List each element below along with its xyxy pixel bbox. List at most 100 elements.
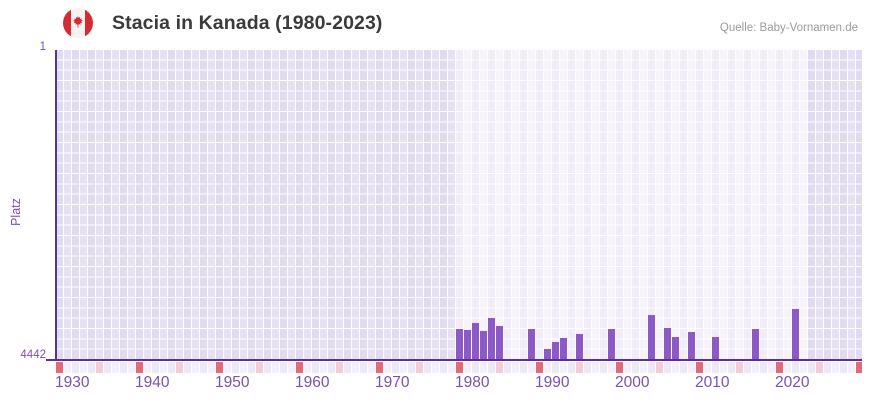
x-tick-cell xyxy=(800,362,807,373)
x-tick-cell xyxy=(512,362,519,373)
bar-1995[interactable] xyxy=(576,334,583,360)
x-tick-cell xyxy=(616,362,623,373)
x-tick-cell xyxy=(640,362,647,373)
bar-2007[interactable] xyxy=(672,337,679,360)
bar-2004[interactable] xyxy=(648,315,655,360)
x-axis-label: 1940 xyxy=(135,374,170,391)
x-tick-cell xyxy=(408,362,415,373)
x-tick-cell xyxy=(568,362,575,373)
bar-1984[interactable] xyxy=(488,318,495,360)
x-tick-cell xyxy=(424,362,431,373)
x-tick-cell xyxy=(336,362,343,373)
bar-1981[interactable] xyxy=(464,330,471,360)
y-axis-line xyxy=(55,50,57,360)
x-tick-cell xyxy=(288,362,295,373)
x-tick-cell xyxy=(544,362,551,373)
bar-1985[interactable] xyxy=(496,326,503,360)
x-tick-cell xyxy=(688,362,695,373)
x-tick-cell xyxy=(816,362,823,373)
x-tick-cell xyxy=(728,362,735,373)
bar-1980[interactable] xyxy=(456,329,463,360)
x-tick-cell xyxy=(664,362,671,373)
x-tick-cell xyxy=(152,362,159,373)
x-tick-cell xyxy=(672,362,679,373)
x-tick-cell xyxy=(680,362,687,373)
x-tick-cell xyxy=(560,362,567,373)
x-tick-cell xyxy=(824,362,831,373)
x-tick-cell xyxy=(760,362,767,373)
bar-1999[interactable] xyxy=(608,329,615,360)
x-tick-cell xyxy=(592,362,599,373)
x-tick-cell xyxy=(272,362,279,373)
x-axis-label: 1990 xyxy=(535,374,570,391)
x-tick-cell xyxy=(464,362,471,373)
maple-leaf-icon xyxy=(73,15,83,28)
x-tick-cell xyxy=(80,362,87,373)
bar-1993[interactable] xyxy=(560,338,567,360)
x-tick-cell xyxy=(136,362,143,373)
bar-2017[interactable] xyxy=(752,329,759,360)
y-axis-tick-top: 1 xyxy=(39,41,46,53)
x-tick-cell xyxy=(496,362,503,373)
x-tick-cell xyxy=(456,362,463,373)
x-axis-label: 1970 xyxy=(375,374,410,391)
x-tick-cell xyxy=(528,362,535,373)
x-tick-cell xyxy=(520,362,527,373)
x-tick-cell xyxy=(176,362,183,373)
bar-2009[interactable] xyxy=(688,332,695,360)
source-credit: Quelle: Baby-Vornamen.de xyxy=(719,22,858,34)
x-tick-cell xyxy=(88,362,95,373)
x-tick-cell xyxy=(720,362,727,373)
x-tick-cell xyxy=(256,362,263,373)
x-tick-cell xyxy=(808,362,815,373)
x-tick-cell xyxy=(472,362,479,373)
x-tick-cell xyxy=(400,362,407,373)
x-tick-cell xyxy=(328,362,335,373)
bar-1982[interactable] xyxy=(472,323,479,360)
x-axis-label: 1980 xyxy=(455,374,490,391)
bar-1992[interactable] xyxy=(552,342,559,360)
flag-red-stripe xyxy=(84,8,93,38)
x-tick-cell xyxy=(584,362,591,373)
x-tick-cell xyxy=(752,362,759,373)
x-axis-label: 2010 xyxy=(695,374,730,391)
bar-2022[interactable] xyxy=(792,309,799,360)
highlight-band xyxy=(456,50,808,360)
x-axis-label: 2000 xyxy=(615,374,650,391)
x-tick-cell xyxy=(104,362,111,373)
bar-1983[interactable] xyxy=(480,331,487,360)
x-tick-cell xyxy=(224,362,231,373)
x-tick-cell xyxy=(832,362,839,373)
bar-2006[interactable] xyxy=(664,328,671,360)
x-tick-cell xyxy=(344,362,351,373)
x-tick-cell xyxy=(392,362,399,373)
x-axis-label: 1960 xyxy=(295,374,330,391)
x-tick-cell xyxy=(240,362,247,373)
x-tick-cell xyxy=(184,362,191,373)
x-tick-cell xyxy=(696,362,703,373)
x-tick-cell xyxy=(840,362,847,373)
x-tick-strip xyxy=(56,362,862,373)
x-axis-labels: 1930 1940 1950 1960 1970 1980 1990 2000 2010 2020 xyxy=(55,374,862,394)
x-tick-cell xyxy=(352,362,359,373)
x-tick-cell xyxy=(648,362,655,373)
x-tick-cell xyxy=(72,362,79,373)
x-tick-cell xyxy=(776,362,783,373)
x-tick-cell xyxy=(128,362,135,373)
y-axis-title: Platz xyxy=(9,198,23,226)
bar-1989[interactable] xyxy=(528,329,535,360)
x-tick-cell xyxy=(208,362,215,373)
x-tick-cell xyxy=(632,362,639,373)
x-tick-cell xyxy=(856,362,862,373)
x-axis-label: 2020 xyxy=(775,374,810,391)
x-tick-cell xyxy=(296,362,303,373)
bar-2012[interactable] xyxy=(712,337,719,360)
x-tick-cell xyxy=(144,362,151,373)
x-tick-cell xyxy=(384,362,391,373)
x-tick-cell xyxy=(744,362,751,373)
y-axis-tick-bottom: 4442 xyxy=(20,349,46,361)
x-tick-cell xyxy=(368,362,375,373)
bar-1991[interactable] xyxy=(544,349,551,360)
x-tick-cell xyxy=(120,362,127,373)
